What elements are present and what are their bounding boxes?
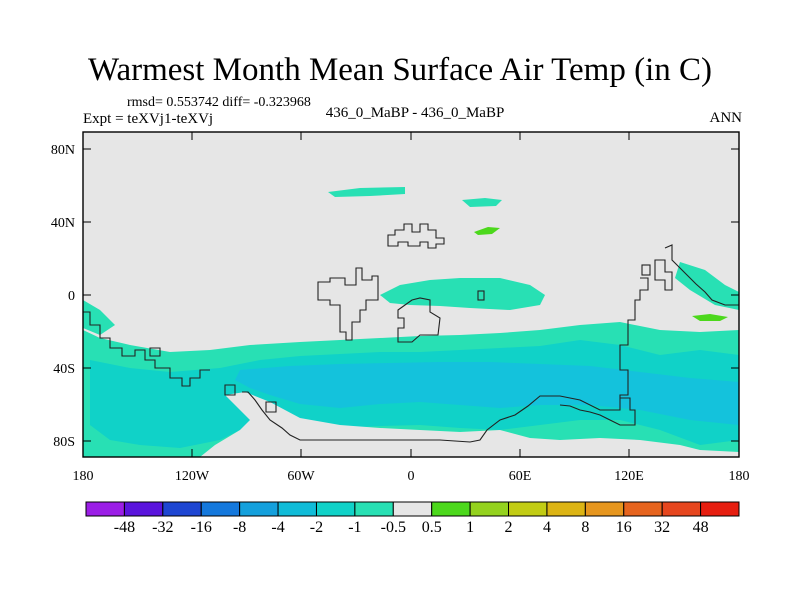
y-tick-label: 80S: [53, 435, 75, 450]
stats-text: rmsd= 0.553742 diff= -0.323968: [127, 95, 311, 110]
colorbar-swatch: [469, 501, 510, 517]
x-tick-label: 60E: [509, 469, 532, 484]
period-label: 436_0_MaBP - 436_0_MaBP: [325, 105, 505, 121]
colorbar-swatch: [431, 501, 471, 517]
colorbar-swatch: [700, 501, 740, 517]
colorbar-label: -0.5: [381, 519, 406, 536]
colorbar-swatch: [315, 501, 356, 517]
colorbar-swatch: [85, 501, 125, 517]
colorbar-label: -2: [310, 519, 323, 536]
x-axis: [191, 132, 630, 457]
colorbar-swatch: [661, 501, 702, 517]
colorbar-swatch: [354, 501, 394, 517]
colorbar-swatch: [123, 501, 164, 517]
colorbar-swatch: [200, 501, 241, 517]
colorbar-swatch: [239, 501, 279, 517]
anomaly-fields: [83, 187, 739, 457]
colorbar-swatch: [546, 501, 586, 517]
x-tick-label: 60W: [287, 469, 315, 484]
y-axis: [83, 148, 739, 442]
continent-outlines: [83, 223, 739, 443]
pacific-patch: [675, 262, 739, 310]
colorbar-swatch: [162, 501, 202, 517]
x-tick-label: 0: [408, 469, 415, 484]
y-tick-label: 0: [68, 289, 75, 304]
y-tick-label: 40N: [51, 216, 75, 231]
y-tick-label: 40S: [53, 362, 75, 377]
colorbar-swatch: [508, 501, 548, 517]
colorbar-swatch: [584, 501, 625, 517]
colorbar-label: 1: [466, 519, 474, 536]
colorbar-label: -32: [152, 519, 173, 536]
positive-patch-a: [474, 227, 500, 235]
colorbar-label: 8: [581, 519, 589, 536]
x-tick-label: 180: [729, 469, 750, 484]
season-label: ANN: [709, 110, 743, 126]
y-tick-label: 80N: [51, 143, 75, 158]
colorbar-swatch: [623, 501, 663, 517]
colorbar-label: 0.5: [422, 519, 442, 536]
equatorial-patch: [380, 278, 545, 310]
southern-band-deep: [235, 362, 739, 425]
colorbar: [85, 501, 740, 517]
y-tick-labels: 80N 40N 0 40S 80S: [51, 143, 75, 450]
map-title: Warmest Month Mean Surface Air Temp (in …: [87, 52, 713, 88]
colorbar-label: 16: [616, 519, 632, 536]
experiment-label: Expt = teXVj1-teXVj: [83, 111, 214, 127]
colorbar-label: 32: [654, 519, 670, 536]
x-tick-label: 180: [73, 469, 94, 484]
colorbar-label: -48: [114, 519, 135, 536]
x-tick-label: 120W: [175, 469, 210, 484]
colorbar-label: -1: [348, 519, 361, 536]
colorbar-label: -16: [191, 519, 212, 536]
colorbar-label: -4: [271, 519, 284, 536]
positive-patch-b: [692, 314, 728, 321]
colorbar-label: 4: [543, 519, 551, 536]
north-patch-a: [328, 187, 405, 197]
colorbar-swatch: [277, 501, 317, 517]
colorbar-labels: -48 -32 -16 -8 -4 -2 -1 -0.5 0.5 1 2 4 8 16 32 48: [114, 519, 709, 536]
north-patch-b: [462, 198, 502, 207]
x-tick-label: 120E: [614, 469, 644, 484]
west-patch: [83, 300, 115, 335]
colorbar-label: 48: [693, 519, 709, 536]
colorbar-label: -8: [233, 519, 246, 536]
colorbar-swatch: [392, 501, 433, 517]
x-tick-labels: 180 120W 60W 0 60E 120E 180: [73, 469, 750, 484]
antarctic-edge: [200, 392, 739, 457]
colorbar-label: 2: [505, 519, 513, 536]
